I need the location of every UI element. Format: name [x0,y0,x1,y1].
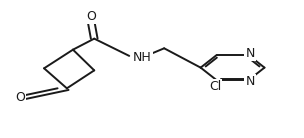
Text: NH: NH [133,51,152,64]
Text: Cl: Cl [209,80,221,93]
Text: O: O [86,10,96,23]
Text: N: N [245,75,255,88]
Text: O: O [15,91,25,104]
Text: N: N [245,47,255,60]
